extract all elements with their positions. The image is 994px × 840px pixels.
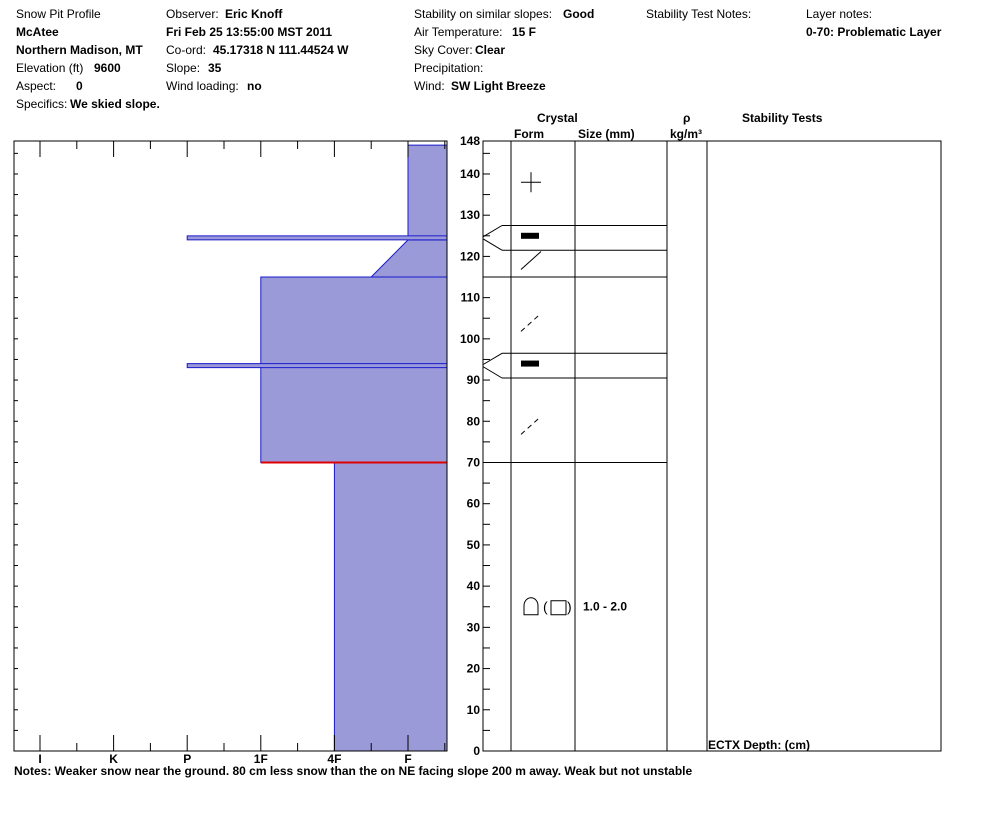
size-header: Size (mm) (578, 127, 635, 141)
grain-decomposing-icon (520, 416, 542, 435)
hardness-segment (333, 461, 448, 752)
depth-tick-label: 30 (467, 620, 481, 634)
depth-tick-label: 70 (467, 455, 481, 469)
depth-tick-label: 140 (460, 167, 480, 181)
hardness-tick-label: I (38, 752, 41, 766)
density-rho-header: ρ (683, 111, 691, 125)
grain-faceted-icon (550, 600, 567, 616)
air-temp-label: Air Temperature: (414, 25, 503, 39)
aspect-value: 0 (76, 79, 83, 93)
depth-tick-label: 100 (460, 332, 480, 346)
crystal-header: Crystal (537, 111, 578, 125)
slope-value: 35 (208, 61, 222, 75)
grain-size-label: 1.0 - 2.0 (583, 600, 627, 614)
elevation-value: 9600 (94, 61, 121, 75)
hardness-tick-label: P (183, 752, 191, 766)
depth-tick-label: 50 (467, 538, 481, 552)
slope-label: Slope: (166, 61, 201, 75)
depth-tick-label: 130 (460, 208, 480, 222)
observation-datetime: Fri Feb 25 13:55:00 MST 2011 (166, 25, 333, 39)
hardness-tick-label: 4F (327, 752, 341, 766)
grain-ice-crust-icon (521, 360, 539, 367)
hardness-tick-label: F (404, 752, 411, 766)
layer-notes-label: Layer notes: (806, 7, 873, 21)
layer-connector (482, 366, 503, 379)
wind-value: SW Light Breeze (451, 79, 546, 93)
air-temp-value: 15 F (512, 25, 537, 39)
hardness-segment (260, 276, 448, 463)
layer-notes-value: 0-70: Problematic Layer (806, 25, 942, 39)
wind-loading-label: Wind loading: (166, 79, 239, 93)
grain-ice-crust-icon (521, 232, 539, 239)
crystal-table-frame (482, 140, 942, 752)
precipitation-label: Precipitation: (414, 61, 484, 75)
coord-label: Co-ord: (166, 43, 207, 57)
depth-tick-label: 148 (460, 134, 480, 148)
sky-cover-value: Clear (475, 43, 506, 57)
density-unit-header: kg/m³ (670, 127, 703, 141)
layer-connector (482, 225, 503, 238)
thin-layer (186, 363, 448, 369)
stability-label: Stability on similar slopes: (414, 7, 553, 21)
layer-connector (482, 352, 503, 366)
location-name: McAtee (16, 25, 59, 39)
hardness-tick-label: K (109, 752, 118, 766)
form-header: Form (514, 127, 544, 141)
wind-loading-value: no (247, 79, 262, 93)
notes-text: Notes: Weaker snow near the ground. 80 c… (14, 764, 693, 778)
specifics-value: We skied slope. (70, 97, 160, 111)
stability-value: Good (563, 7, 595, 21)
coord-value: 45.17318 N 111.44524 W (213, 43, 349, 57)
depth-tick-label: 90 (467, 373, 481, 387)
depth-tick-label: 0 (473, 744, 480, 758)
depth-tick-label: 110 (461, 291, 481, 305)
grain-depth-hoar-icon (523, 597, 539, 616)
depth-tick-label: 120 (460, 249, 480, 263)
sky-cover-label: Sky Cover: (414, 43, 473, 57)
thin-layer (186, 235, 448, 241)
depth-tick-label: 80 (467, 414, 481, 428)
hardness-segment (407, 144, 448, 241)
hardness-tick-label: 1F (254, 752, 268, 766)
depth-tick-label: 10 (467, 703, 481, 717)
profile-title: Snow Pit Profile (16, 7, 101, 21)
observer-label: Observer: (166, 7, 219, 21)
aspect-label: Aspect: (16, 79, 57, 93)
wind-label: Wind: (414, 79, 445, 93)
grain-decomposing-icon (520, 251, 542, 270)
grain-paren-open: ( (543, 599, 548, 615)
depth-tick-label: 60 (467, 497, 481, 511)
depth-tick-label: 20 (467, 662, 481, 676)
stability-test-notes-label: Stability Test Notes: (646, 7, 752, 21)
specifics-label: Specifics: (16, 97, 68, 111)
region-name: Northern Madison, MT (16, 43, 143, 57)
elevation-label: Elevation (ft) (16, 61, 84, 75)
hardness-chart-frame (13, 140, 448, 752)
grain-paren-close: ) (567, 599, 572, 615)
layer-connector (482, 238, 503, 251)
grain-decomposing-icon (520, 312, 542, 332)
stability-tests-header: Stability Tests (742, 111, 823, 125)
hardness-segment (369, 239, 448, 278)
observer-value: Eric Knoff (225, 7, 283, 21)
depth-tick-label: 40 (467, 579, 481, 593)
stability-test-entry: ECTX Depth: (cm) (708, 738, 810, 752)
